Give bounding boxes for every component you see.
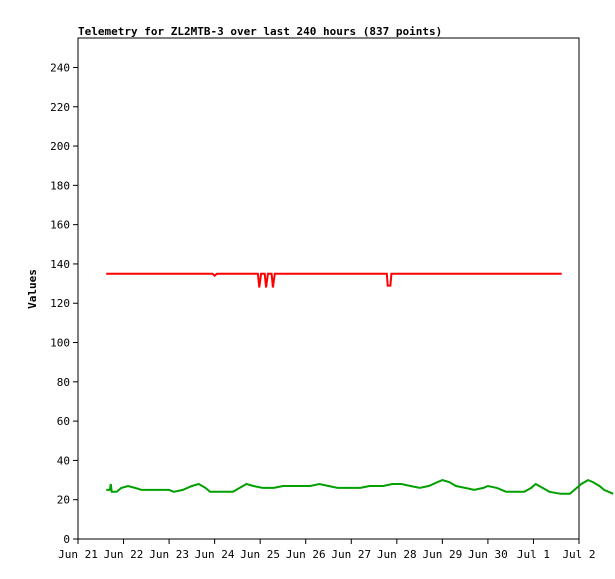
y-tick-label: 20: [57, 494, 70, 507]
y-tick-label: 160: [50, 219, 70, 232]
x-tick-label: Jun 25: [240, 548, 280, 561]
y-tick-label: 120: [50, 297, 70, 310]
y-tick-label: 60: [57, 415, 70, 428]
x-tick-label: Jun 21: [58, 548, 98, 561]
x-tick-label: Jun 28: [377, 548, 417, 561]
x-tick-label: Jun 26: [286, 548, 326, 561]
series-line-1: [106, 272, 562, 288]
chart-title: Telemetry for ZL2MTB-3 over last 240 hou…: [78, 25, 442, 38]
y-tick-label: 200: [50, 140, 70, 153]
x-tick-label: Jun 24: [195, 548, 235, 561]
y-tick-label: 40: [57, 454, 70, 467]
y-axis-ticks: 0 20 40 60 80 100 120 140 160 180 200 220 240: [50, 61, 78, 546]
series-layer: [106, 272, 614, 495]
y-axis-label: Values: [26, 269, 39, 309]
plot-frame: [77, 37, 580, 540]
x-tick-label: Jun 22: [104, 548, 144, 561]
y-tick-label: 220: [50, 101, 70, 114]
y-tick-label: 240: [50, 61, 70, 74]
x-tick-label: Jun 29: [422, 548, 462, 561]
y-tick-label: 140: [50, 258, 70, 271]
x-tick-label: Jun 27: [331, 548, 371, 561]
y-tick-label: 0: [63, 533, 70, 546]
series-line-2: [106, 478, 614, 495]
x-axis-ticks: Jun 21 Jun 22 Jun 23 Jun 24 Jun 25 Jun 26 Jun …: [58, 539, 596, 561]
x-tick-label: Jun 23: [149, 548, 189, 561]
y-tick-label: 80: [57, 376, 70, 389]
y-tick-label: 100: [50, 337, 70, 350]
x-tick-label: Jul 1: [517, 548, 550, 561]
x-tick-label: Jul 2: [562, 548, 595, 561]
x-tick-label: Jun 30: [468, 548, 508, 561]
y-tick-label: 180: [50, 179, 70, 192]
